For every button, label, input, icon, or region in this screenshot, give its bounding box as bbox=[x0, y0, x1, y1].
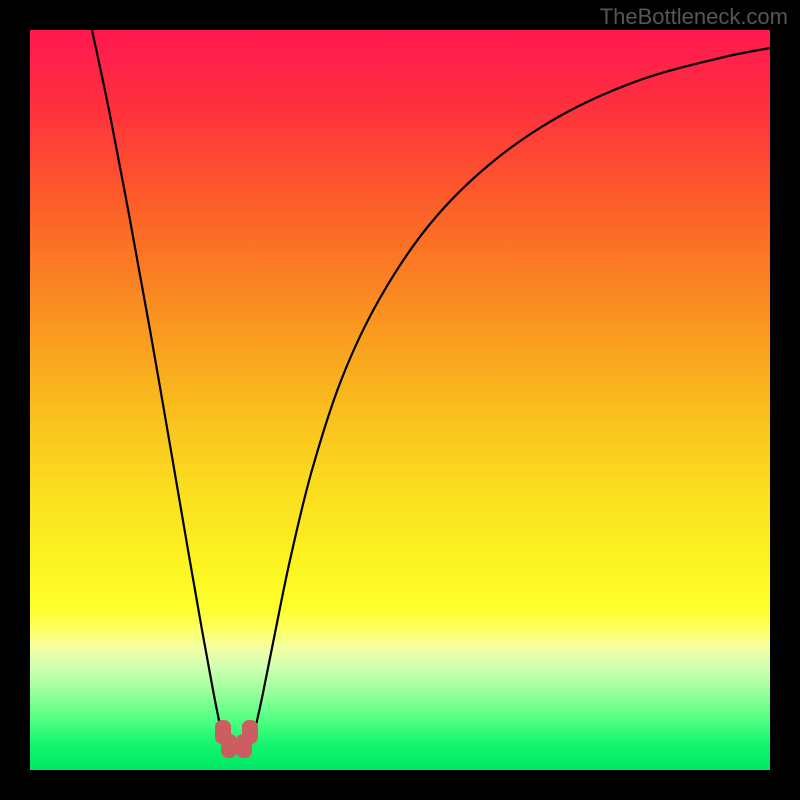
valley-marker bbox=[242, 720, 258, 744]
chart-frame: TheBottleneck.com bbox=[0, 0, 800, 800]
valley-marker bbox=[221, 734, 237, 758]
bottleneck-curve bbox=[92, 30, 770, 753]
watermark-text: TheBottleneck.com bbox=[600, 4, 788, 30]
valley-markers bbox=[215, 720, 258, 758]
curve-layer bbox=[30, 30, 770, 770]
plot-area bbox=[30, 30, 770, 770]
